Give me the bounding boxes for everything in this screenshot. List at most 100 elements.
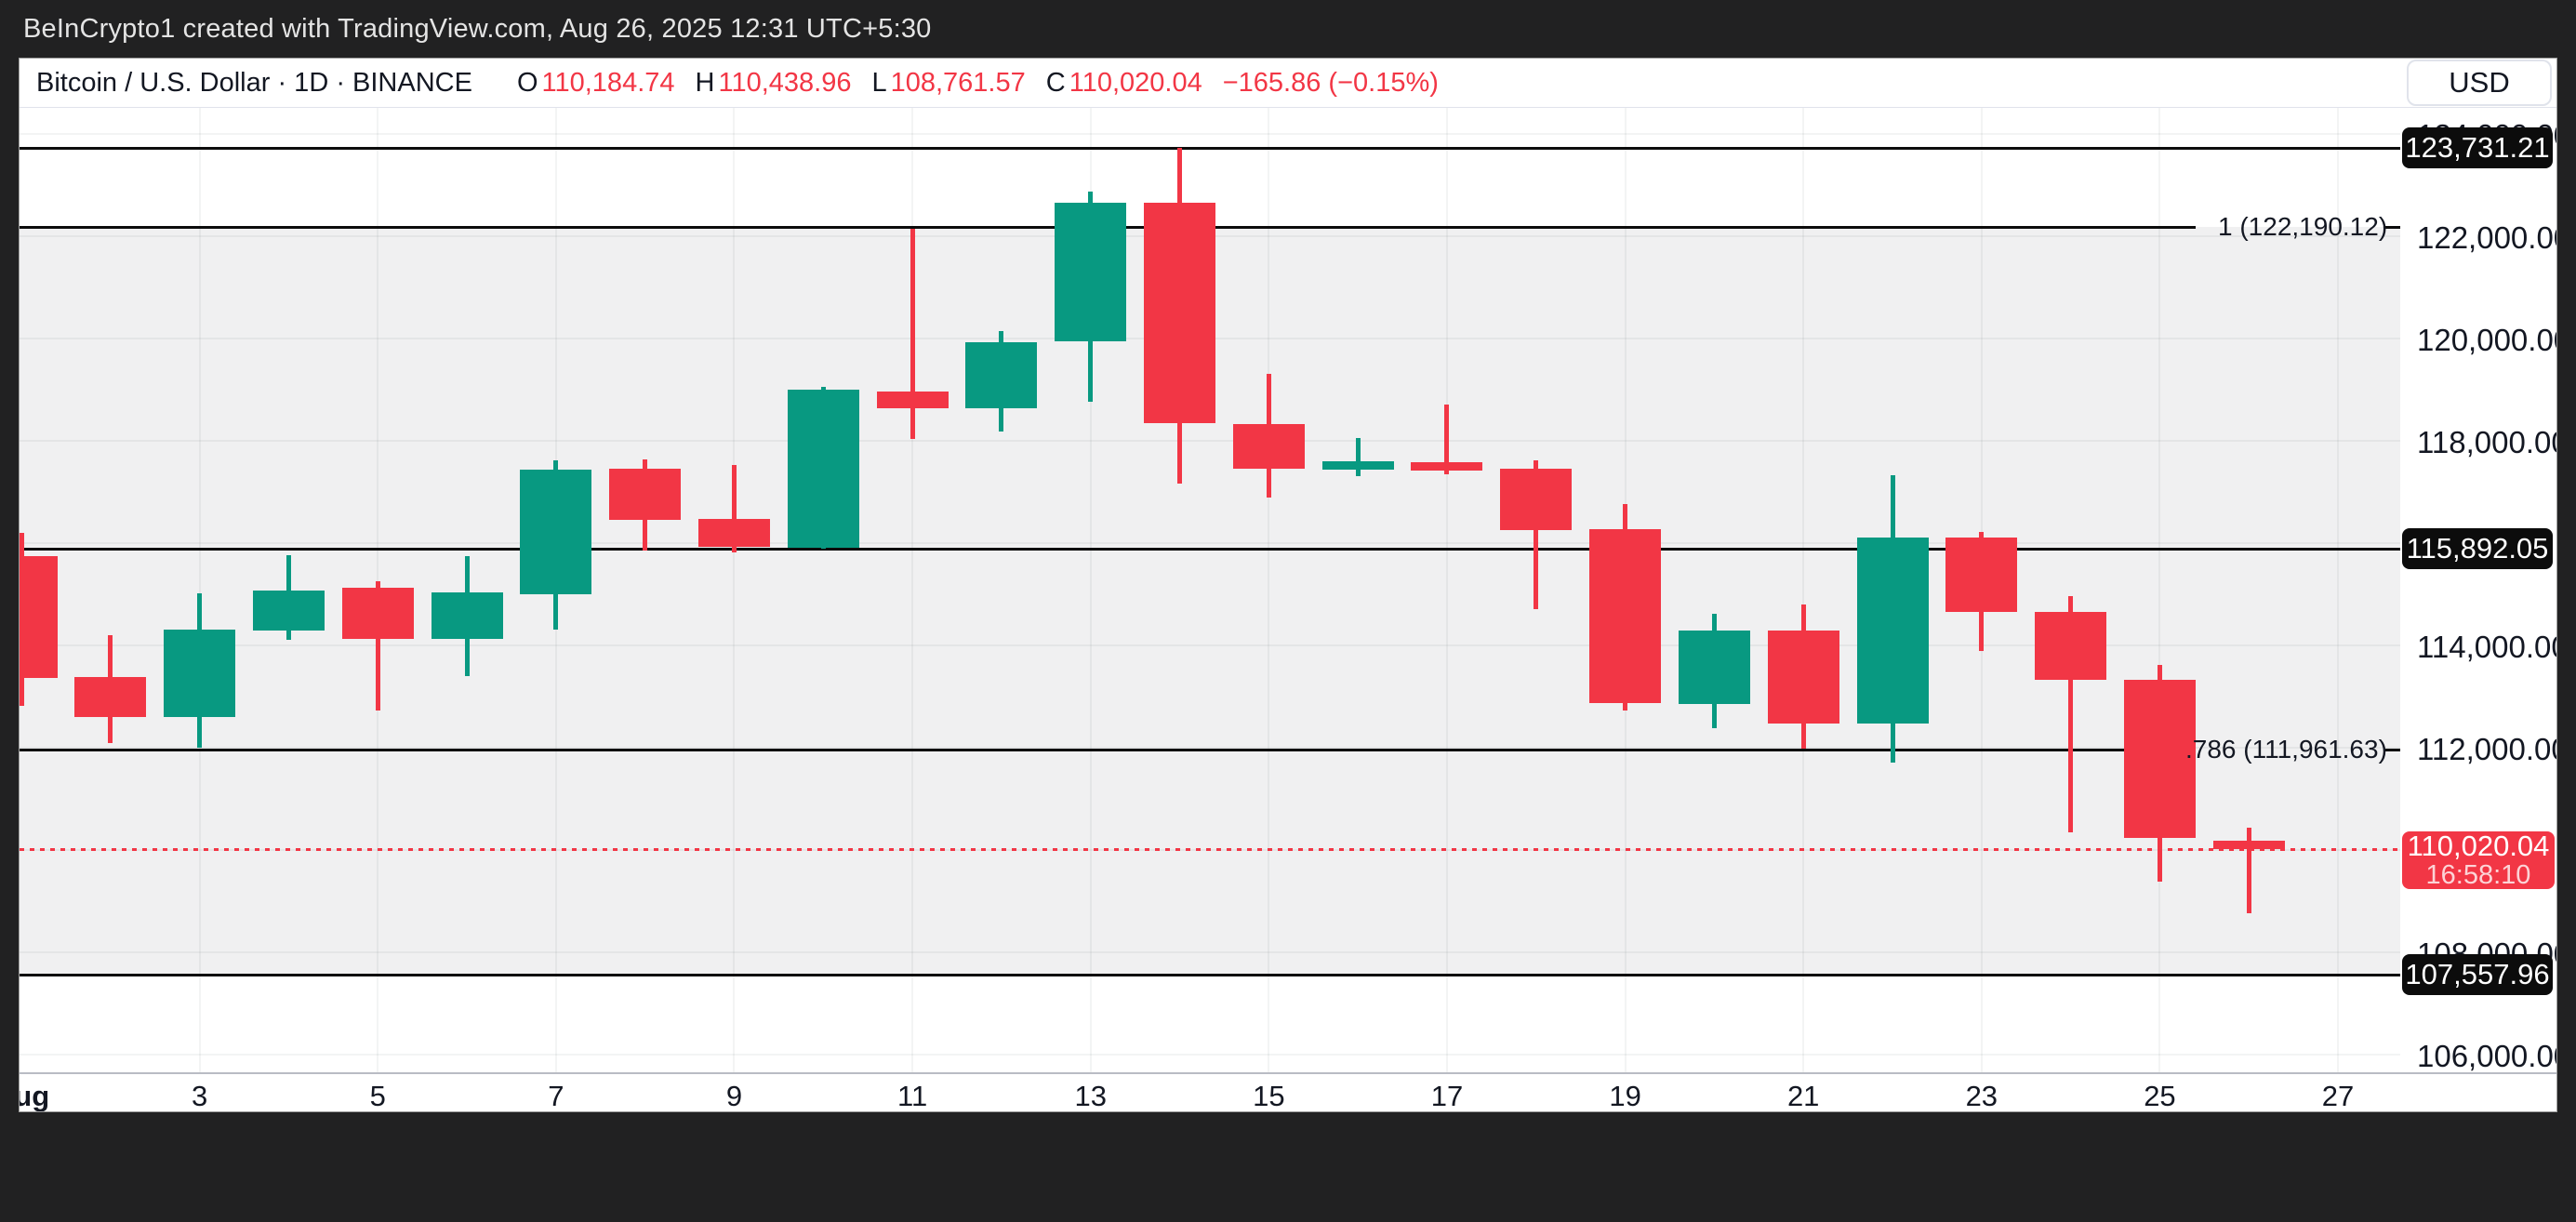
candle-body <box>1945 537 2018 612</box>
footer-bar: TradingView <box>0 1112 2576 1222</box>
candle-body <box>876 392 949 408</box>
candle-wick <box>1534 459 1539 609</box>
last-price-value: 110,020.04 <box>2407 830 2550 862</box>
fib-level-line <box>20 974 2400 977</box>
candle-body <box>1678 631 1750 704</box>
high-label: H <box>695 67 715 98</box>
horizontal-gridline <box>20 747 2400 749</box>
time-axis-tick: 21 <box>1786 1080 1820 1112</box>
candle-body <box>1055 202 1127 341</box>
fib-level-line <box>20 547 2400 551</box>
vertical-gridline <box>2158 108 2161 1072</box>
candle-body <box>2123 679 2196 838</box>
time-axis[interactable]: Aug 3 5 7 9 11 13 15 17 19 21 23 25 27 <box>20 1072 2556 1112</box>
fib-level-line-dash <box>2385 749 2400 752</box>
candle-body <box>1589 529 1662 704</box>
candle-wick <box>1355 437 1361 476</box>
candle-wick <box>910 228 915 439</box>
price-axis-tick: 120,000.00 <box>2417 323 2557 357</box>
time-axis-tick: 9 <box>725 1080 743 1112</box>
close-value: 110,020.04 <box>1069 67 1202 98</box>
vertical-gridline <box>1445 108 1448 1072</box>
time-axis-tick: 23 <box>1965 1080 1998 1112</box>
change-value: −165.86 (−0.15%) <box>1222 67 1439 98</box>
candle-wick <box>731 464 737 552</box>
candle-body <box>2212 840 2285 849</box>
candle-body <box>2035 611 2107 680</box>
candlestick-plot[interactable]: 1 (122,190.12) .786 (111,961.63) <box>20 108 2400 1072</box>
candle-wick <box>2246 827 2251 914</box>
fib-level-line <box>20 146 2400 150</box>
horizontal-gridline <box>20 440 2400 442</box>
low-value: 108,761.57 <box>890 67 1026 98</box>
candle-body <box>431 591 503 639</box>
price-axis-tick: 112,000.00 <box>2417 732 2557 766</box>
time-axis-tick: 15 <box>1253 1080 1285 1112</box>
vertical-gridline <box>1268 108 1270 1072</box>
currency-button[interactable]: USD <box>2407 60 2552 106</box>
price-axis-tick: 106,000.00 <box>2417 1039 2557 1073</box>
horizontal-gridline <box>20 644 2400 646</box>
last-price-badge: 110,020.04 16:58:10 <box>2402 831 2555 889</box>
candle-body <box>965 341 1038 408</box>
candle-body <box>787 390 859 548</box>
open-label: O <box>516 67 538 98</box>
time-axis-tick: Aug <box>20 1080 50 1112</box>
vertical-gridline <box>1089 108 1092 1072</box>
price-axis-tick: 118,000.00 <box>2417 425 2557 459</box>
attribution-bar: BeInCrypto1 created with TradingView.com… <box>0 0 2576 58</box>
vertical-gridline <box>733 108 736 1072</box>
candle-body <box>74 677 147 717</box>
time-axis-tick: 27 <box>2321 1080 2355 1112</box>
candle-body <box>1500 468 1573 530</box>
time-axis-tick: 11 <box>897 1080 928 1112</box>
ohlc-readout: O 110,184.74 H 110,438.96 L 108,761.57 C 110… <box>497 68 1202 99</box>
attribution-text: BeInCrypto1 created with TradingView.com… <box>23 13 932 44</box>
candle-body <box>1321 461 1394 470</box>
candle-body <box>252 591 325 631</box>
vertical-gridline <box>2337 108 2340 1072</box>
candle-wick <box>375 581 380 711</box>
horizontal-gridline <box>20 542 2400 544</box>
fib-level-label: .786 (111,961.63) <box>2185 735 2387 764</box>
high-value: 110,438.96 <box>718 67 852 98</box>
time-axis-tick: 3 <box>191 1080 208 1112</box>
price-axis-tick: 114,000.00 <box>2417 630 2557 664</box>
price-axis[interactable]: 123,731.21115,892.05107,557.96124,000.00… <box>2400 108 2557 1073</box>
price-level-badge: 115,892.05 <box>2402 527 2553 569</box>
candle-wick <box>2068 596 2074 832</box>
candle-body <box>1856 537 1929 724</box>
candle-body <box>1411 462 1483 471</box>
price-axis-tick: 122,000.00 <box>2417 220 2557 255</box>
time-axis-tick: 19 <box>1609 1080 1641 1112</box>
time-axis-tick: 7 <box>548 1080 564 1112</box>
symbol-title: Bitcoin / U.S. Dollar · 1D · BINANCE <box>36 67 472 98</box>
candle-body <box>1767 631 1839 724</box>
candle-wick <box>1444 404 1450 474</box>
last-price-line <box>20 847 2400 851</box>
vertical-gridline <box>1802 108 1805 1072</box>
candle-body <box>164 629 236 717</box>
horizontal-gridline <box>20 1054 2400 1056</box>
horizontal-gridline <box>20 951 2400 953</box>
price-level-badge: 123,731.21 <box>2402 126 2553 168</box>
candle-body <box>520 469 592 594</box>
time-axis-tick: 13 <box>1074 1080 1107 1112</box>
bar-countdown: 16:58:10 <box>2425 860 2531 890</box>
candle-body <box>697 519 770 547</box>
candle-body <box>1232 423 1305 469</box>
chart-window: Bitcoin / U.S. Dollar · 1D · BINANCE O 11… <box>19 58 2557 1112</box>
fib-level-line <box>20 749 2163 752</box>
vertical-gridline <box>198 108 201 1072</box>
fib-level-line-dash <box>2385 225 2400 229</box>
low-label: L <box>871 67 887 98</box>
time-axis-tick: 5 <box>369 1080 386 1112</box>
candle-body <box>20 555 58 678</box>
horizontal-gridline <box>20 133 2400 135</box>
candle-body <box>609 468 682 520</box>
time-axis-tick: 17 <box>1430 1080 1464 1112</box>
chart-header: Bitcoin / U.S. Dollar · 1D · BINANCE O 11… <box>20 59 2556 108</box>
candle-body <box>1144 202 1216 423</box>
close-label: C <box>1045 67 1066 98</box>
